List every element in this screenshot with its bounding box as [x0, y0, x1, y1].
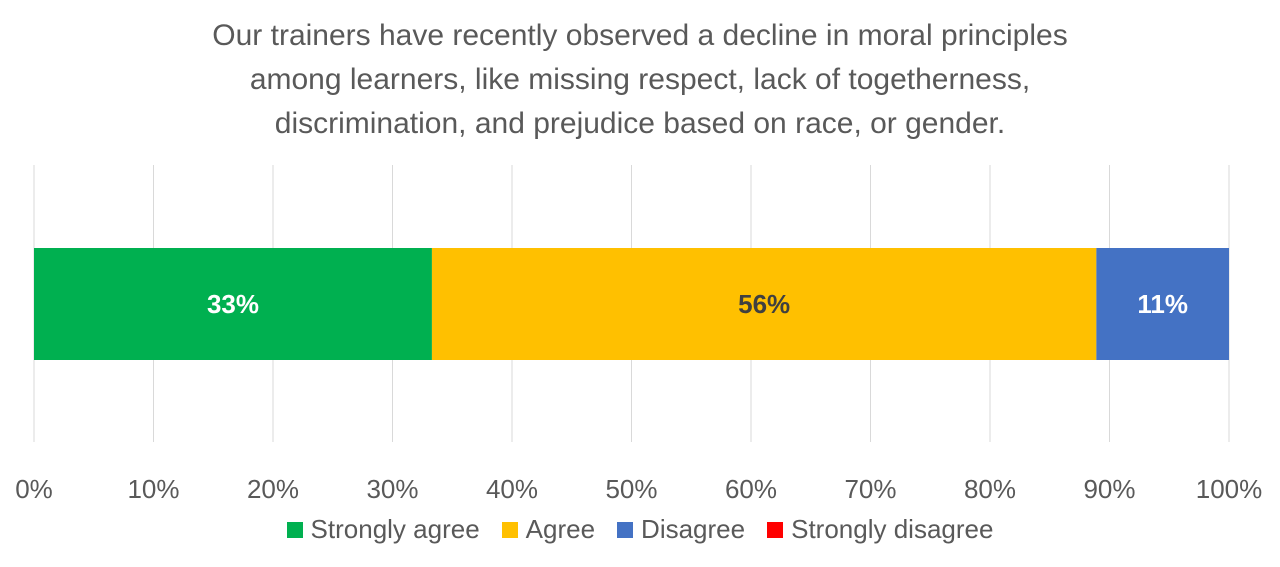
legend-item-strongly-disagree: Strongly disagree [767, 514, 993, 545]
x-tick-label: 0% [15, 474, 53, 504]
x-tick-label: 20% [247, 474, 299, 504]
legend-label: Disagree [641, 514, 746, 544]
x-tick-label: 70% [844, 474, 896, 504]
legend-swatch [617, 521, 634, 538]
legend-item-disagree: Disagree [617, 514, 745, 545]
legend-swatch [286, 521, 303, 538]
x-tick-label: 40% [486, 474, 538, 504]
data-label-disagree: 11% [1137, 289, 1188, 319]
legend-item-agree: Agree [501, 514, 596, 545]
x-tick-label: 90% [1083, 474, 1135, 504]
data-label-strongly-agree: 33% [207, 289, 259, 319]
legend-swatch [767, 521, 784, 538]
data-labels: 33% 56% 11% [207, 289, 1188, 319]
legend-label: Strongly disagree [791, 514, 994, 544]
legend: Strongly agree Agree Disagree Strongly disa… [0, 514, 1280, 545]
x-tick-label: 100% [1196, 474, 1263, 504]
bar-segment-agree [431, 248, 1097, 360]
x-axis-tick-labels: 0% 10% 20% 30% 40% 50% 60% 70% 80% 90% 100% [15, 474, 1262, 504]
bar-segment-strongly-agree [34, 248, 432, 360]
legend-item-strongly-agree: Strongly agree [286, 514, 480, 545]
x-tick-label: 80% [964, 474, 1016, 504]
bar-segment-disagree [1096, 248, 1229, 360]
bar-segments [34, 248, 1229, 360]
x-tick-label: 30% [366, 474, 418, 504]
legend-label: Agree [525, 514, 596, 544]
chart-title-line-1: Our trainers have recently observed a de… [212, 19, 1068, 52]
x-tick-label: 10% [127, 474, 179, 504]
x-tick-label: 60% [725, 474, 777, 504]
legend-label: Strongly agree [310, 514, 480, 544]
x-tick-label: 50% [605, 474, 657, 504]
chart-title-line-2: among learners, like missing respect, la… [249, 63, 1031, 96]
data-label-agree: 56% [738, 289, 790, 319]
chart-title-line-3: discrimination, and prejudice based on r… [274, 107, 1006, 140]
chart-title: Our trainers have recently observed a de… [0, 14, 1280, 146]
legend-swatch [501, 521, 518, 538]
